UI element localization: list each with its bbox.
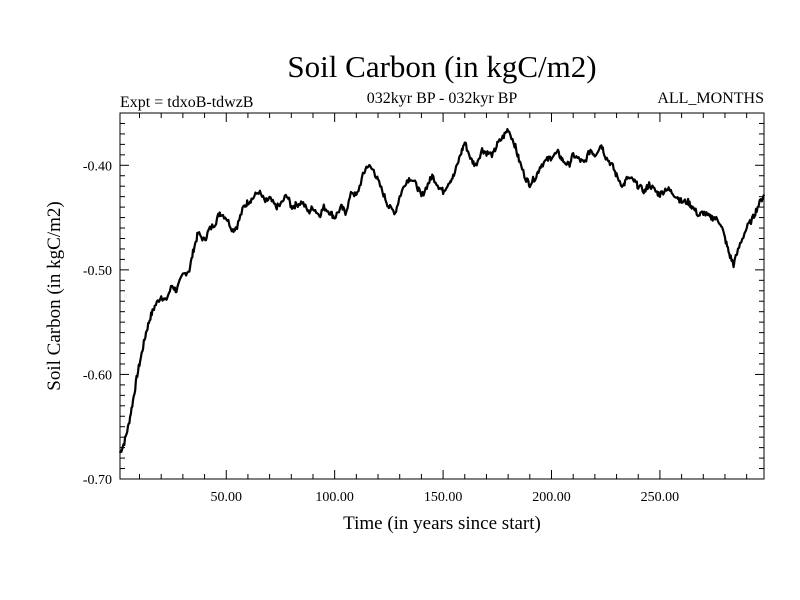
- chart-title: Soil Carbon (in kgC/m2): [287, 49, 596, 84]
- period-label: 032kyr BP - 032kyr BP: [367, 90, 518, 107]
- y-tick-label: -0.70: [83, 473, 112, 488]
- series-line: [118, 128, 766, 454]
- experiment-label: Expt = tdxoB-tdwzB: [120, 94, 253, 111]
- x-axis-ticks: 50.00 100.00 150.00 200.00 250.00: [210, 113, 679, 505]
- y-tick-label: -0.40: [83, 159, 112, 174]
- y-tick-label: -0.50: [83, 264, 112, 279]
- y-axis-label: Soil Carbon (in kgC/m2): [44, 201, 65, 390]
- months-label: ALL_MONTHS: [657, 90, 764, 107]
- x-tick-label: 50.00: [210, 490, 242, 505]
- y-axis-ticks: -0.40 -0.50 -0.60 -0.70: [83, 159, 764, 488]
- minor-ticks: [120, 113, 764, 479]
- x-tick-label: 250.00: [641, 490, 680, 505]
- plot-area: 50.00 100.00 150.00 200.00 250.00 -0.40 -0.50…: [83, 112, 766, 505]
- x-axis-label: Time (in years since start): [343, 513, 541, 534]
- x-tick-label: 200.00: [532, 490, 571, 505]
- plot-frame: [119, 112, 765, 480]
- x-tick-label: 100.00: [315, 490, 354, 505]
- y-tick-label: -0.60: [83, 368, 112, 383]
- x-tick-label: 150.00: [424, 490, 463, 505]
